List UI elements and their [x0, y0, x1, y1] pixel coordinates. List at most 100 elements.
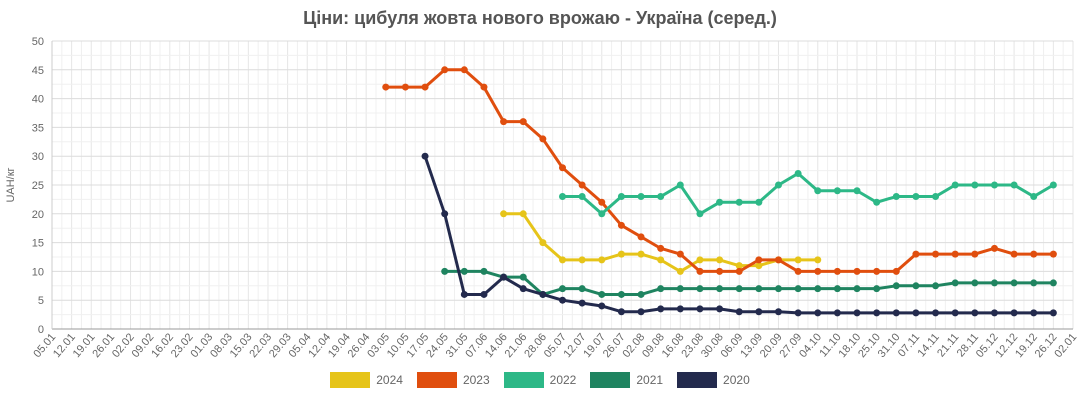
data-point-2021 — [951, 279, 959, 287]
data-point-2023 — [657, 244, 665, 252]
legend-item-2022[interactable]: 2022 — [503, 372, 577, 388]
data-point-2023 — [755, 256, 763, 264]
legend-item-2024[interactable]: 2024 — [330, 372, 403, 388]
data-point-2021 — [892, 282, 900, 290]
data-point-2023 — [1049, 250, 1057, 258]
data-point-2024 — [637, 250, 645, 258]
legend-label: 2023 — [462, 373, 490, 387]
data-point-2020 — [617, 308, 625, 316]
legend-item-2023[interactable]: 2023 — [416, 372, 490, 388]
legend-label: 2022 — [549, 373, 577, 387]
y-tick-label: 45 — [32, 65, 44, 77]
data-point-2020 — [735, 308, 743, 316]
data-point-2022 — [578, 193, 586, 201]
data-point-2023 — [441, 66, 449, 74]
data-point-2021 — [716, 285, 724, 293]
data-point-2021 — [1049, 279, 1057, 287]
y-tick-label: 25 — [32, 180, 44, 192]
data-point-2023 — [774, 256, 782, 264]
data-point-2022 — [598, 210, 606, 218]
data-point-2020 — [578, 299, 586, 307]
data-point-2020 — [559, 296, 566, 304]
data-point-2020 — [833, 309, 841, 317]
data-point-2022 — [716, 198, 724, 206]
legend-swatch — [416, 372, 457, 388]
data-point-2024 — [598, 256, 606, 264]
data-point-2020 — [539, 290, 547, 298]
data-point-2023 — [873, 267, 881, 275]
data-point-2021 — [1010, 279, 1018, 287]
chart-title: Ціни: цибуля жовта нового врожаю - Украї… — [303, 8, 777, 28]
data-point-2020 — [892, 309, 900, 317]
data-point-2021 — [657, 285, 665, 293]
data-point-2021 — [637, 290, 645, 298]
legend-label: 2020 — [723, 373, 750, 387]
data-point-2021 — [1030, 279, 1038, 287]
data-point-2024 — [500, 210, 508, 218]
data-point-2020 — [774, 308, 782, 316]
data-point-2021 — [598, 290, 606, 298]
x-tick-label: 02.01 — [1052, 331, 1079, 360]
data-point-2020 — [519, 285, 527, 293]
data-point-2020 — [755, 308, 763, 316]
data-point-2024 — [676, 267, 684, 275]
data-point-2021 — [578, 285, 586, 293]
y-axis-label: UAH/кг — [5, 167, 17, 202]
data-point-2020 — [853, 309, 861, 317]
data-point-2022 — [873, 198, 881, 206]
data-point-2024 — [519, 210, 527, 218]
data-point-2022 — [990, 181, 998, 189]
legend-item-2021[interactable]: 2021 — [590, 372, 663, 388]
data-point-2020 — [598, 302, 606, 310]
data-point-2022 — [735, 198, 743, 206]
data-point-2020 — [873, 309, 881, 317]
data-point-2020 — [932, 309, 940, 317]
data-point-2021 — [559, 285, 566, 293]
data-point-2020 — [990, 309, 998, 317]
data-point-2021 — [696, 285, 704, 293]
data-point-2023 — [853, 267, 861, 275]
data-point-2020 — [421, 152, 429, 160]
legend-label: 2024 — [376, 373, 403, 387]
data-point-2021 — [873, 285, 881, 293]
legend-swatch — [590, 372, 631, 388]
data-point-2023 — [971, 250, 979, 258]
y-tick-label: 10 — [32, 266, 44, 278]
data-point-2023 — [735, 267, 743, 275]
data-point-2021 — [814, 285, 822, 293]
data-point-2024 — [755, 262, 763, 270]
data-point-2023 — [716, 267, 724, 275]
data-point-2022 — [833, 187, 841, 195]
data-point-2022 — [814, 187, 822, 195]
data-point-2023 — [833, 267, 841, 275]
data-point-2021 — [990, 279, 998, 287]
data-point-2022 — [951, 181, 959, 189]
data-point-2022 — [932, 193, 940, 201]
y-tick-label: 30 — [32, 151, 44, 163]
data-point-2022 — [657, 193, 665, 201]
x-tick-label: 31.10 — [876, 331, 903, 360]
y-tick-label: 20 — [32, 209, 44, 221]
data-point-2023 — [559, 164, 566, 172]
data-point-2023 — [990, 244, 998, 252]
data-point-2024 — [735, 262, 743, 270]
data-point-2023 — [382, 83, 390, 91]
data-point-2021 — [617, 290, 625, 298]
data-point-2022 — [676, 181, 684, 189]
data-point-2024 — [696, 256, 704, 264]
data-point-2023 — [519, 118, 527, 126]
data-point-2021 — [932, 282, 940, 290]
data-point-2021 — [774, 285, 782, 293]
data-point-2020 — [951, 309, 959, 317]
data-point-2023 — [500, 118, 508, 126]
data-point-2020 — [637, 308, 645, 316]
y-tick-label: 40 — [32, 94, 44, 106]
y-tick-label: 15 — [32, 238, 44, 250]
legend-item-2020[interactable]: 2020 — [677, 372, 750, 388]
legend-swatch — [503, 372, 544, 388]
data-point-2022 — [1049, 181, 1057, 189]
data-point-2021 — [519, 273, 527, 281]
data-point-2021 — [971, 279, 979, 287]
y-tick-label: 50 — [32, 36, 44, 48]
